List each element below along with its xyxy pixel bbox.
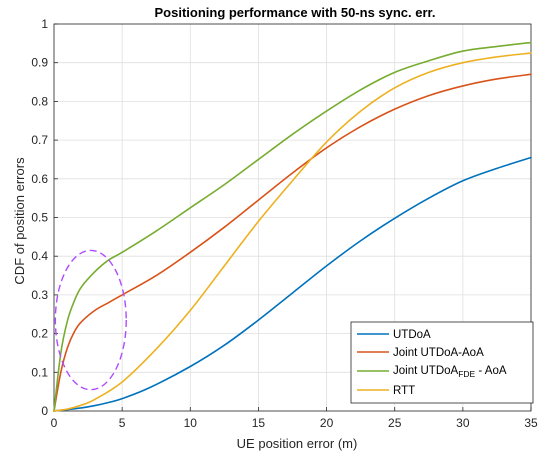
chart-title: Positioning performance with 50-ns sync.… xyxy=(154,5,435,20)
x-tick-label: 20 xyxy=(320,416,334,430)
x-tick-label: 0 xyxy=(51,416,58,430)
series-layer xyxy=(53,41,532,412)
series-line-2 xyxy=(53,41,532,412)
series-line-0 xyxy=(53,156,532,412)
legend-label-joint-utdoa-fde-aoa: Joint UTDoAFDE - AoA xyxy=(393,365,507,379)
x-tick-label: 25 xyxy=(388,416,402,430)
y-tick-label: 0.1 xyxy=(31,365,48,379)
y-tick-label: 0.2 xyxy=(31,327,48,341)
legend-label-joint-utdoa-fde-aoa-main: Joint UTDoA xyxy=(393,365,459,377)
y-tick-label: 0.5 xyxy=(31,211,48,225)
y-tick-label: 1 xyxy=(41,17,48,31)
x-tick-label: 35 xyxy=(524,416,538,430)
y-tick-label: 0.9 xyxy=(31,56,48,70)
x-tick-label: 5 xyxy=(119,416,126,430)
y-tick-label: 0.3 xyxy=(31,288,48,302)
x-axis-label: UE position error (m) xyxy=(237,436,358,451)
y-axis-label: CDF of position errors xyxy=(12,157,27,285)
y-tick-label: 0.6 xyxy=(31,172,48,186)
x-tick-label: 10 xyxy=(184,416,198,430)
y-tick-label: 0.8 xyxy=(31,94,48,108)
annotation-layer xyxy=(54,249,127,391)
legend-label-rtt: RTT xyxy=(393,385,415,397)
legend-label-joint-utdoa-fde-aoa-subscript: FDE xyxy=(458,369,475,379)
highlight-ellipse xyxy=(54,249,127,391)
legend: UTDoA Joint UTDoA-AoA Joint UTDoAFDE - A… xyxy=(350,321,534,404)
legend-label-joint-utdoa-fde-aoa-suffix: - AoA xyxy=(475,365,507,377)
y-tick-label: 0 xyxy=(41,404,48,418)
x-tick-label: 15 xyxy=(252,416,266,430)
legend-label-utdoa: UTDoA xyxy=(393,329,431,341)
series-line-1 xyxy=(53,73,532,412)
legend-label-joint-utdoa-aoa: Joint UTDoA-AoA xyxy=(393,347,484,359)
series-line-3 xyxy=(53,52,532,412)
y-tick-label: 0.4 xyxy=(31,249,48,263)
x-tick-label: 30 xyxy=(456,416,470,430)
x-axis-ticks: 0 5 10 15 20 25 30 35 xyxy=(51,407,538,430)
y-tick-label: 0.7 xyxy=(31,133,48,147)
y-axis-ticks: 0 0.1 0.2 0.3 0.4 0.5 0.6 0.7 0.8 0.9 1 xyxy=(31,17,58,418)
